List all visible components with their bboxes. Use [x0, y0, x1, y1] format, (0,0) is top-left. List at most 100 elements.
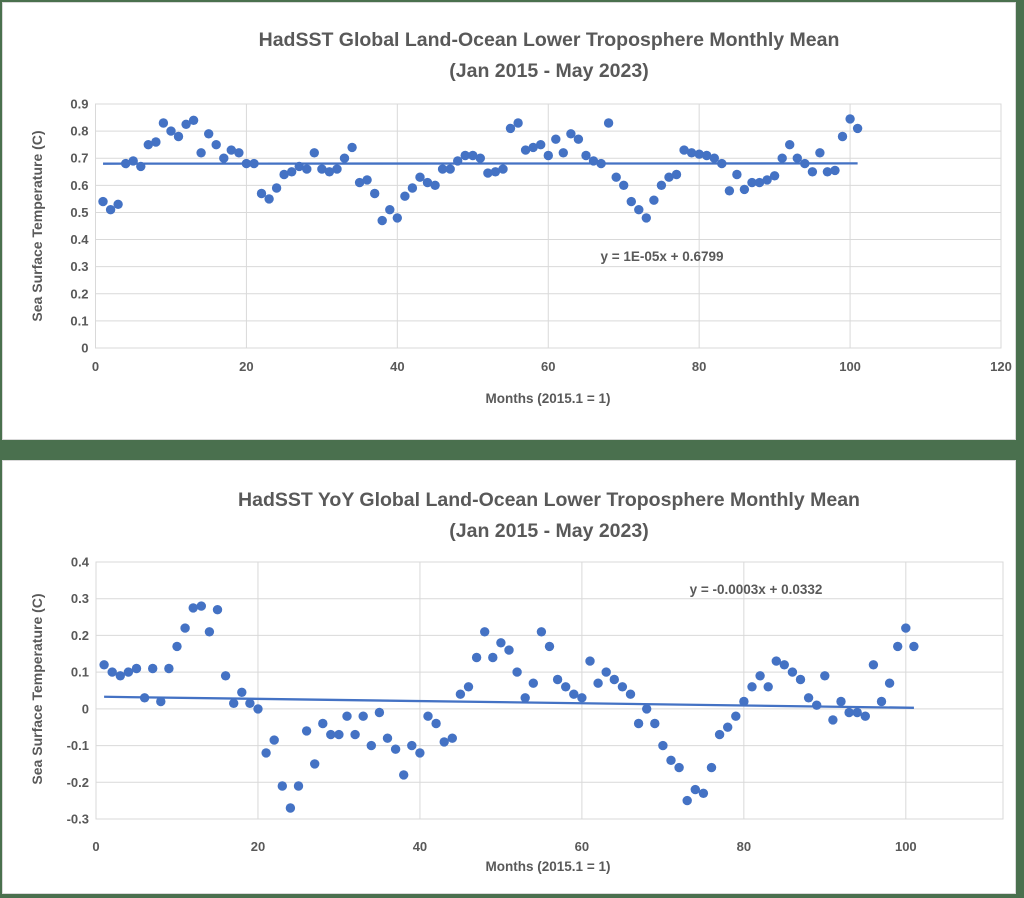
data-point[interactable]: [694, 149, 704, 159]
data-point[interactable]: [430, 180, 440, 190]
data-point[interactable]: [136, 161, 146, 172]
data-point[interactable]: [105, 205, 116, 215]
data-point[interactable]: [739, 696, 749, 707]
data-point[interactable]: [852, 707, 862, 718]
data-point[interactable]: [204, 129, 214, 139]
data-point[interactable]: [893, 641, 903, 652]
data-point[interactable]: [581, 150, 591, 161]
data-point[interactable]: [601, 667, 611, 677]
data-point[interactable]: [812, 700, 822, 710]
data-point[interactable]: [520, 145, 531, 155]
data-point[interactable]: [390, 744, 401, 754]
data-point[interactable]: [664, 172, 674, 182]
data-point[interactable]: [196, 148, 206, 158]
data-point[interactable]: [180, 623, 190, 633]
data-point[interactable]: [763, 682, 773, 692]
data-point[interactable]: [460, 150, 470, 161]
data-point[interactable]: [471, 652, 482, 663]
data-point[interactable]: [350, 729, 360, 740]
data-point[interactable]: [453, 156, 463, 166]
data-point[interactable]: [164, 663, 174, 674]
data-point[interactable]: [658, 740, 668, 751]
data-point[interactable]: [754, 177, 765, 188]
data-point[interactable]: [204, 627, 215, 637]
data-point[interactable]: [354, 177, 365, 188]
data-point[interactable]: [98, 196, 108, 207]
data-point[interactable]: [334, 729, 344, 740]
data-point[interactable]: [148, 663, 158, 674]
data-point[interactable]: [830, 165, 840, 176]
data-points[interactable]: [99, 601, 919, 813]
data-point[interactable]: [690, 784, 700, 795]
data-point[interactable]: [399, 770, 409, 780]
data-point[interactable]: [166, 126, 176, 136]
data-point[interactable]: [633, 718, 644, 729]
data-point[interactable]: [253, 704, 263, 714]
data-point[interactable]: [463, 682, 474, 692]
data-point[interactable]: [234, 148, 244, 158]
data-point[interactable]: [339, 153, 350, 163]
data-point[interactable]: [513, 118, 523, 128]
chart-panel-yoy[interactable]: 0.4 0.3 0.2 0.1 0 -0.1 -0.2 -0.3 0 20 40 60 80 100 y =…: [2, 460, 1016, 894]
data-point[interactable]: [860, 711, 870, 721]
data-point[interactable]: [415, 748, 425, 758]
data-point[interactable]: [596, 158, 606, 169]
data-point[interactable]: [543, 150, 553, 161]
data-point[interactable]: [649, 195, 659, 205]
data-point[interactable]: [99, 660, 109, 670]
data-point[interactable]: [593, 678, 603, 688]
data-point[interactable]: [317, 164, 327, 174]
data-point[interactable]: [496, 638, 506, 648]
data-point[interactable]: [536, 627, 547, 637]
data-point[interactable]: [828, 715, 838, 725]
data-point[interactable]: [909, 641, 919, 652]
data-point[interactable]: [370, 188, 380, 199]
data-points[interactable]: [98, 114, 863, 226]
data-point[interactable]: [310, 759, 320, 769]
scatter-chart-monthly-mean[interactable]: 0.9 0.8 0.7 0.6 0.5 0.4 0.3 0.2 0.1 00 20 40 60 80 100…: [3, 3, 1015, 439]
data-point[interactable]: [723, 722, 733, 732]
data-point[interactable]: [468, 150, 478, 161]
data-point[interactable]: [475, 153, 485, 163]
data-point[interactable]: [769, 171, 780, 181]
data-point[interactable]: [698, 788, 709, 798]
data-point[interactable]: [422, 177, 433, 188]
data-point[interactable]: [792, 153, 802, 163]
data-point[interactable]: [212, 605, 223, 615]
data-point[interactable]: [837, 131, 848, 142]
chart-panel-top[interactable]: 0.9 0.8 0.7 0.6 0.5 0.4 0.3 0.2 0.1 0 0 20 40 60 80 100…: [2, 2, 1016, 440]
data-point[interactable]: [787, 667, 798, 677]
data-point[interactable]: [318, 718, 328, 729]
data-point[interactable]: [107, 667, 117, 677]
data-point[interactable]: [815, 148, 825, 158]
data-point[interactable]: [385, 205, 395, 215]
data-point[interactable]: [490, 167, 501, 177]
data-point[interactable]: [674, 762, 684, 773]
data-point[interactable]: [285, 803, 296, 813]
data-point[interactable]: [437, 164, 448, 174]
data-point[interactable]: [293, 781, 304, 791]
data-point[interactable]: [803, 693, 814, 703]
data-point[interactable]: [347, 142, 357, 153]
data-point[interactable]: [226, 145, 236, 155]
data-point[interactable]: [301, 726, 312, 736]
data-point[interactable]: [241, 158, 252, 169]
data-point[interactable]: [219, 153, 229, 163]
data-point[interactable]: [724, 186, 735, 196]
data-point[interactable]: [366, 740, 376, 751]
data-point[interactable]: [211, 140, 221, 150]
data-point[interactable]: [528, 142, 538, 153]
data-point[interactable]: [423, 711, 433, 721]
data-point[interactable]: [807, 167, 818, 177]
data-point[interactable]: [795, 674, 806, 685]
data-point[interactable]: [679, 145, 689, 155]
data-point[interactable]: [642, 704, 652, 714]
data-point[interactable]: [836, 696, 846, 707]
data-point[interactable]: [113, 199, 123, 209]
data-point[interactable]: [264, 194, 274, 204]
data-point[interactable]: [717, 158, 727, 169]
data-point[interactable]: [131, 663, 142, 674]
data-point[interactable]: [407, 740, 417, 751]
data-point[interactable]: [702, 150, 712, 161]
